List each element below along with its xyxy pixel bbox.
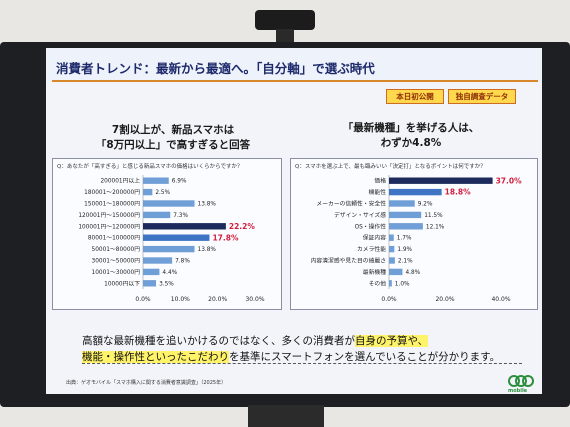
webcam: [255, 10, 315, 30]
category-label: 10000円以下: [104, 280, 140, 287]
x-tick-label: 0.0%: [135, 296, 151, 303]
value-label: 1.9%: [397, 247, 412, 253]
summary-line2-b: を基準にスマートフォンを選んでいることが分かります。: [229, 351, 501, 363]
slide-title: 消費者トレンド：最新から最適へ。「自分軸」で選ぶ時代: [56, 61, 375, 76]
left-headline-line1: 7割以上が、新品スマホは: [111, 124, 235, 136]
bar: [143, 188, 153, 196]
category-label: 180001～200000円: [84, 189, 140, 196]
value-label: 11.5%: [424, 213, 443, 219]
bar: [389, 280, 392, 287]
x-tick-label: 20.0%: [208, 296, 227, 303]
category-label: 10001～30000円: [92, 269, 141, 276]
category-label: 30001～50000円: [92, 258, 141, 265]
bar: [389, 223, 423, 230]
bar: [143, 245, 195, 253]
value-label: 13.8%: [198, 247, 217, 253]
bar: [143, 268, 160, 276]
x-tick-label: 20.0%: [435, 296, 454, 303]
summary-line1-a: 高額な最新機種を追いかけるのではなく、多くの消費者が: [82, 335, 355, 347]
value-label: 18.8%: [445, 188, 472, 197]
category-label: メーカーの信頼性・安全性: [316, 200, 386, 208]
x-tick-label: 30.0%: [245, 296, 264, 303]
bar: [389, 211, 422, 219]
value-label: 4.8%: [405, 270, 420, 276]
value-label: 6.9%: [172, 179, 187, 185]
category-label: 機能性: [369, 188, 387, 196]
bar: [389, 257, 395, 264]
category-label: デザイン・サイズ感: [334, 211, 386, 219]
value-label: 1.7%: [397, 236, 412, 242]
bar: [143, 223, 226, 230]
category-label: 100001円～120000円: [78, 223, 140, 230]
title-divider: [52, 80, 538, 82]
logo-text: mobile: [508, 388, 528, 394]
bar: [143, 200, 195, 207]
bar: [389, 200, 415, 207]
x-tick-label: 10.0%: [171, 296, 190, 303]
summary-line2-highlight: 機能・操作性といったこだわり: [82, 351, 229, 363]
bar: [389, 234, 394, 241]
value-label: 3.5%: [159, 281, 174, 287]
x-tick-label: 40.0%: [491, 296, 510, 303]
source-note: 出典：ゲオモバイル「スマホ購入に関する消費者意識調査」（2025年）: [66, 380, 227, 386]
bar: [143, 257, 173, 264]
right-headline-line2: わずか4.8%: [380, 137, 442, 149]
summary-divider: [82, 363, 522, 364]
presentation-slide: 消費者トレンド：最新から最適へ。「自分軸」で選ぶ時代 本日初公開 独自調査データ…: [46, 48, 542, 394]
value-label: 1.0%: [395, 281, 410, 287]
left-question: Q：あなたが「高すぎる」と感じる新品スマホの価格はいくらからですか？: [57, 164, 243, 170]
bar: [389, 268, 403, 276]
right-chart-panel: Q：スマホを選ぶ上で、最も臨みいい「決定打」となるポイントは何ですか？ 価格 37…: [290, 158, 538, 310]
summary-line2: 機能・操作性といったこだわりを基準にスマートフォンを選んでいることが分かります。: [82, 349, 522, 365]
left-headline-line2: 「8万円以上」で高すぎると回答: [95, 139, 251, 151]
value-label: 4.4%: [162, 270, 177, 276]
category-label: 保証内容: [363, 234, 386, 242]
value-label: 37.0%: [496, 176, 523, 185]
category-label: その他: [369, 279, 387, 287]
value-label: 2.1%: [398, 259, 413, 265]
monitor-stand: [248, 405, 324, 427]
category-label: 120001円～150000円: [78, 212, 140, 219]
summary-line1-highlight: 自身の予算や、: [355, 335, 429, 347]
summary-text: 高額な最新機種を追いかけるのではなく、多くの消費者が自身の予算や、 機能・操作性…: [82, 333, 522, 365]
bar: [143, 280, 157, 287]
left-chart-panel: Q：あなたが「高すぎる」と感じる新品スマホの価格はいくらからですか？ 20000…: [52, 158, 282, 310]
value-label: 17.8%: [212, 233, 239, 242]
decision-factor-chart: 価格 37.0% 機能性 18.8% メーカーの信頼性・安全性 9.2% デザイン・サイズ感…: [311, 175, 523, 303]
bar: [143, 177, 169, 184]
category-label: 80001～100000円: [88, 235, 140, 242]
value-label: 2.5%: [155, 190, 170, 196]
slide-title-bar: [46, 48, 542, 82]
bar: [389, 245, 395, 253]
value-label: 9.2%: [418, 202, 433, 208]
badge-original-research: 独自調査データ: [448, 89, 516, 104]
bar: [389, 188, 442, 196]
price-chart: 200001円以上 6.9% 180001～200000円 2.5% 150001～18…: [78, 175, 265, 303]
category-label: 150001～180000円: [84, 201, 140, 208]
value-label: 7.3%: [173, 213, 188, 219]
category-label: 内容清潔感や見た目の綺麗さ: [311, 257, 386, 265]
category-label: 50001～80000円: [92, 246, 141, 253]
bar: [143, 211, 171, 219]
badge-first-release: 本日初公開: [386, 89, 444, 104]
right-question: Q：スマホを選ぶ上で、最も臨みいい「決定打」となるポイントは何ですか？: [295, 164, 486, 170]
webcam-mount: [276, 29, 294, 43]
x-tick-label: 0.0%: [381, 296, 397, 303]
value-label: 7.8%: [175, 259, 190, 265]
bar: [143, 234, 210, 241]
geo-mobile-logo: [508, 375, 534, 387]
left-headline: 7割以上が、新品スマホは 「8万円以上」で高すぎると回答: [68, 123, 278, 153]
category-label: 価格: [374, 177, 386, 185]
category-label: OS・操作性: [355, 222, 387, 230]
category-label: 200001円以上: [100, 177, 140, 185]
bar: [389, 177, 493, 184]
right-headline: 「最新機種」を挙げる人は、 わずか4.8%: [306, 121, 516, 151]
category-label: カメラ性能: [357, 245, 386, 253]
value-label: 13.8%: [198, 202, 217, 208]
category-label: 最新機種: [363, 268, 386, 276]
value-label: 22.2%: [229, 222, 256, 231]
value-label: 12.1%: [426, 224, 445, 230]
summary-line1: 高額な最新機種を追いかけるのではなく、多くの消費者が自身の予算や、: [82, 333, 522, 349]
right-headline-line1: 「最新機種」を挙げる人は、: [342, 122, 480, 134]
